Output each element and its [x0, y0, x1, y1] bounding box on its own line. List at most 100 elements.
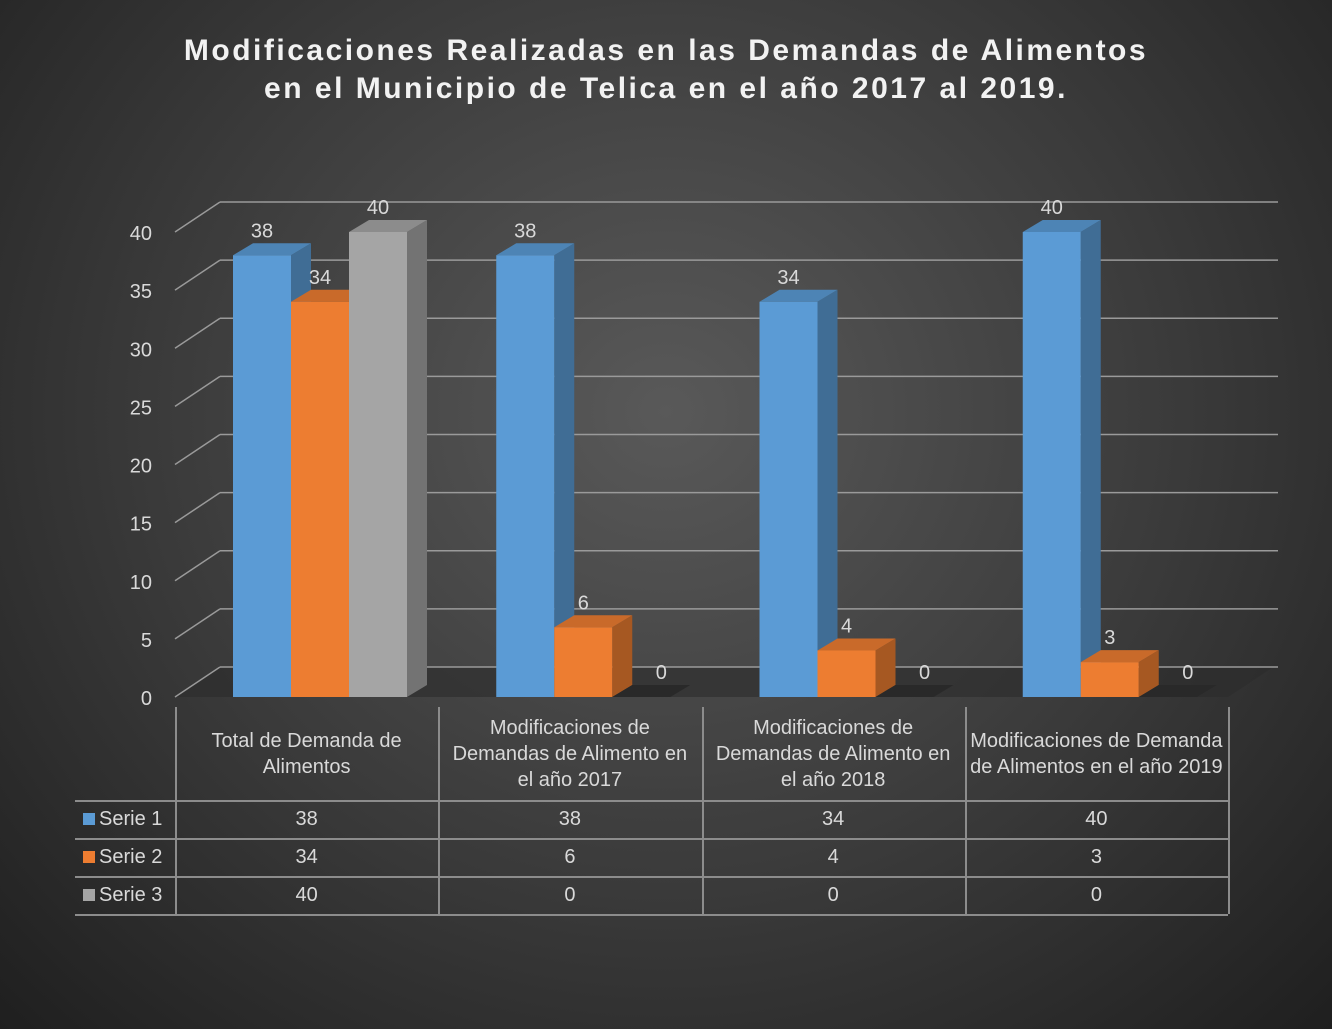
table-value: 40: [295, 884, 318, 906]
bar-front: [1080, 662, 1139, 697]
grid-line: [174, 666, 221, 698]
table-value: 38: [295, 808, 318, 830]
grid-line: [174, 375, 221, 407]
chart-title: Modificaciones Realizadas en las Demanda…: [183, 34, 1149, 105]
y-tick-label: 5: [141, 630, 152, 652]
table-line: [175, 707, 177, 914]
bar: [817, 638, 896, 697]
bar-side: [554, 243, 575, 697]
bar-side: [1080, 220, 1101, 697]
y-tick-label: 10: [130, 572, 152, 594]
floor: [175, 667, 1273, 697]
data-label: 4: [841, 616, 852, 638]
bar-side: [1138, 650, 1159, 697]
y-tick-label: 0: [141, 688, 152, 710]
bar-front: [817, 650, 876, 697]
bar: [759, 289, 838, 697]
table-value: 6: [564, 846, 576, 868]
legend-label: Serie 3: [99, 884, 163, 906]
table-value: 40: [1085, 808, 1108, 830]
table-line: [75, 914, 1228, 916]
grid-line: [174, 492, 221, 524]
y-tick-label: 15: [130, 514, 152, 536]
bar-top: [233, 243, 311, 256]
grid-line: [174, 608, 221, 640]
legend-entry: Serie 2: [75, 838, 175, 876]
bar-side: [612, 615, 633, 697]
bar: [1138, 685, 1217, 697]
bar-front: [1022, 232, 1081, 697]
bar-top: [1080, 650, 1159, 663]
y-tick-label: 35: [130, 281, 152, 303]
bar-top: [554, 615, 633, 628]
bar-side: [407, 220, 427, 697]
bar-side: [817, 289, 838, 697]
table-line: [438, 707, 441, 914]
grid-line: [174, 201, 221, 233]
bar-front: [291, 301, 349, 697]
table-line: [1228, 707, 1230, 914]
bar-front: [496, 255, 555, 697]
grid-line: [174, 259, 221, 291]
bar-top: [1022, 220, 1101, 232]
y-tick-label: 40: [130, 223, 152, 245]
y-tick-label: 30: [130, 339, 152, 361]
data-label: 40: [367, 197, 389, 219]
legend-swatch: [83, 813, 95, 825]
data-label: 0: [919, 662, 930, 684]
table-value: 34: [822, 808, 845, 830]
bar-front: [759, 301, 818, 697]
category-label: Modificaciones de Demandas de Alimento e…: [452, 716, 688, 791]
table-line: [75, 800, 1228, 802]
legend-swatch: [83, 851, 95, 863]
y-tick-label: 20: [130, 456, 152, 478]
legend-entry: Serie 3: [75, 876, 175, 914]
category-label: Total de Demanda de Alimentos: [211, 729, 402, 778]
table-value: 0: [827, 884, 839, 906]
bar-side: [875, 638, 896, 697]
bar-front: [233, 255, 291, 697]
table-value: 0: [1090, 884, 1102, 906]
bar-top: [1138, 685, 1217, 697]
bar-front: [554, 627, 613, 697]
data-label: 38: [514, 220, 536, 242]
data-label: 0: [1182, 662, 1193, 684]
grid-line: [174, 433, 221, 466]
data-label: 6: [578, 592, 589, 614]
table-value: 3: [1090, 846, 1102, 868]
category-label: Modificaciones de Demandas de Alimento e…: [715, 716, 951, 791]
grid-line: [174, 550, 221, 582]
legend-entry: Serie 1: [75, 800, 175, 838]
table-line: [964, 707, 967, 914]
bar-front: [349, 232, 407, 697]
data-label: 0: [656, 662, 667, 684]
table-value: 4: [827, 846, 839, 868]
bar: [1022, 220, 1101, 697]
table-value: 38: [558, 808, 581, 830]
legend-label: Serie 2: [99, 846, 163, 868]
bar-top: [612, 685, 691, 697]
bar: [612, 685, 691, 697]
data-label: 3: [1104, 627, 1115, 649]
table-line: [701, 707, 704, 914]
bar: [875, 685, 954, 697]
data-label: 38: [251, 220, 273, 242]
data-label: 40: [1041, 197, 1063, 219]
data-label: 34: [777, 267, 799, 289]
table-value: 0: [564, 884, 576, 906]
legend-swatch: [83, 889, 95, 901]
data-label: 34: [309, 267, 331, 289]
bar: [1080, 650, 1159, 697]
bar: [554, 615, 633, 697]
bar-top: [349, 220, 427, 232]
bar-top: [817, 638, 896, 651]
bar-top: [496, 243, 575, 256]
table-value: 34: [295, 846, 318, 868]
bar: [349, 220, 427, 697]
bar: [496, 243, 575, 697]
y-tick-label: 25: [130, 397, 152, 419]
category-label: Modificaciones de Demanda de Alimentos e…: [970, 729, 1223, 778]
table-line: [75, 838, 1228, 840]
